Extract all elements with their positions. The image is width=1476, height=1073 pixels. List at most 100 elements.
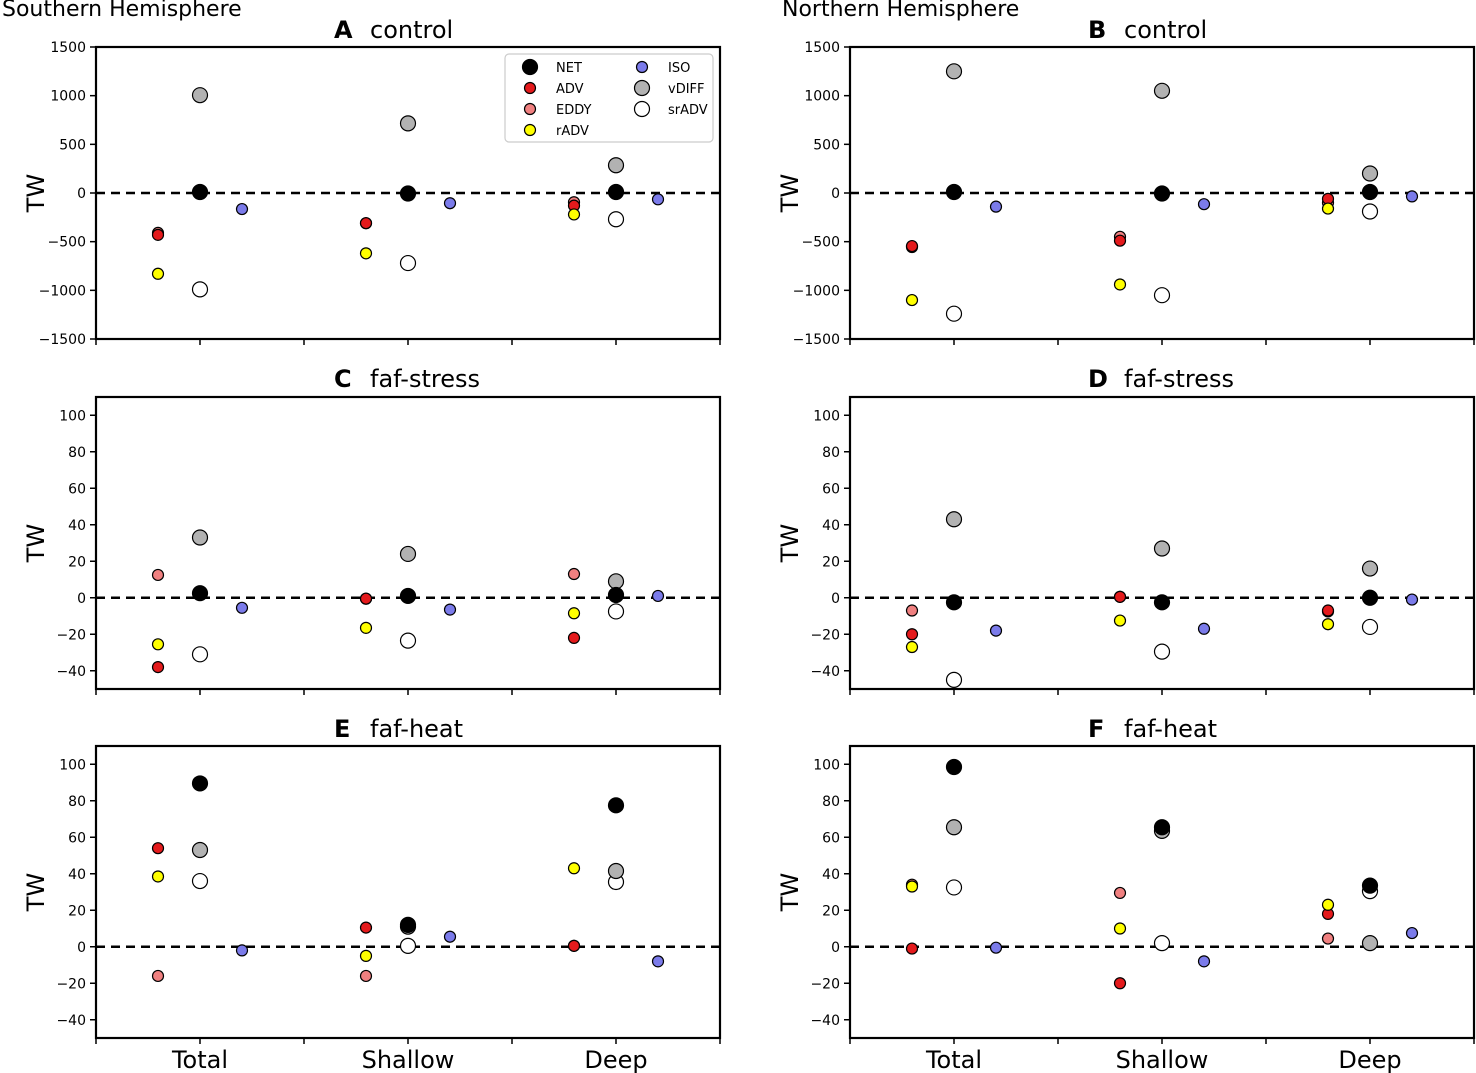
point-net — [607, 183, 625, 201]
y-axis-label: TW — [776, 873, 804, 912]
y-tick-label: −40 — [56, 664, 86, 680]
y-tick-label: 60 — [68, 481, 86, 497]
point-eddy — [359, 969, 373, 983]
point-net — [399, 587, 417, 605]
point-radv — [905, 293, 919, 307]
point-eddy — [151, 568, 165, 582]
point-adv — [567, 631, 581, 645]
point-vdiff — [1361, 560, 1379, 577]
y-tick-label: 1500 — [804, 40, 840, 56]
point-iso — [1405, 926, 1419, 940]
y-tick-label: −1000 — [39, 283, 86, 299]
y-tick-label: 40 — [822, 867, 840, 883]
x-category-label: Deep — [1338, 1046, 1401, 1073]
point-iso — [651, 193, 665, 206]
legend-label: ISO — [668, 61, 690, 76]
y-tick-label: −40 — [810, 664, 840, 680]
point-vdiff — [1361, 165, 1379, 182]
x-category-label: Shallow — [1116, 1046, 1209, 1073]
point-net — [1153, 819, 1171, 836]
legend-label: vDIFF — [668, 82, 705, 97]
point-net — [945, 183, 963, 201]
point-adv — [567, 939, 581, 952]
point-sradv — [1153, 643, 1171, 660]
point-vdiff — [607, 862, 625, 880]
point-adv — [905, 239, 919, 253]
point-eddy — [151, 969, 165, 983]
y-tick-label: 20 — [822, 903, 840, 919]
point-iso — [1405, 190, 1419, 203]
point-net — [191, 585, 209, 602]
northern-hemisphere-label: Northern Hemisphere — [782, 0, 1020, 22]
y-axis-label: TW — [776, 174, 804, 213]
y-tick-label: 100 — [813, 408, 840, 424]
point-adv — [1113, 234, 1127, 247]
point-adv — [151, 660, 165, 674]
legend-label: rADV — [556, 124, 589, 139]
panel-letter: E — [334, 715, 350, 743]
legend-marker-vdiff — [633, 79, 651, 97]
legend-label: srADV — [668, 103, 708, 118]
panel-C: −40 −20 0 20 40 60 80 100 TW C faf-stress — [22, 365, 722, 695]
point-vdiff — [191, 529, 209, 546]
point-adv — [905, 628, 919, 641]
y-tick-label: −1500 — [793, 332, 840, 348]
point-adv — [359, 921, 373, 934]
panel-title: faf-heat — [370, 715, 463, 743]
legend-label: NET — [556, 61, 582, 76]
point-iso — [235, 944, 249, 957]
y-tick-label: 60 — [822, 830, 840, 846]
y-tick-label: −1000 — [793, 283, 840, 299]
point-vdiff — [191, 841, 209, 859]
legend-label: ADV — [556, 82, 584, 97]
point-adv — [359, 217, 373, 230]
y-tick-label: 1500 — [50, 40, 86, 56]
point-net — [399, 916, 417, 933]
point-net — [1153, 594, 1171, 611]
y-tick-label: −500 — [48, 235, 86, 251]
point-net — [945, 594, 963, 611]
point-adv — [151, 842, 165, 855]
point-sradv — [945, 305, 963, 322]
point-vdiff — [607, 573, 625, 590]
y-tick-label: −500 — [802, 235, 840, 251]
y-tick-label: −20 — [810, 976, 840, 992]
point-iso — [651, 955, 665, 968]
point-sradv — [399, 632, 417, 649]
y-tick-label: −20 — [810, 627, 840, 643]
point-eddy — [1113, 886, 1127, 900]
y-tick-label: 20 — [68, 903, 86, 919]
point-iso — [989, 200, 1003, 213]
plot-frame — [94, 744, 722, 1040]
y-tick-label: 0 — [831, 186, 840, 202]
point-adv — [1113, 977, 1127, 990]
southern-hemisphere-label: Southern Hemisphere — [2, 0, 242, 22]
point-iso — [235, 601, 249, 614]
point-vdiff — [399, 115, 417, 132]
panel-letter: D — [1088, 365, 1108, 393]
point-radv — [567, 862, 581, 875]
y-tick-label: 1000 — [50, 89, 86, 105]
point-eddy — [1321, 932, 1335, 945]
panel-title: control — [370, 16, 453, 44]
point-vdiff — [945, 511, 963, 528]
y-tick-label: 0 — [77, 940, 86, 956]
panel-title: faf-stress — [370, 365, 480, 393]
y-tick-label: 40 — [68, 518, 86, 534]
panel-E: −40 −20 0 20 40 60 80 100 Total Shallow Deep TW E faf… — [22, 715, 722, 1073]
point-sradv — [945, 671, 963, 688]
y-tick-label: −20 — [56, 976, 86, 992]
point-sradv — [399, 937, 417, 954]
point-iso — [1405, 593, 1419, 606]
y-tick-label: 100 — [813, 757, 840, 773]
point-vdiff — [191, 87, 209, 104]
y-axis-label: TW — [776, 524, 804, 563]
point-radv — [905, 640, 919, 654]
y-tick-label: 0 — [831, 940, 840, 956]
point-sradv — [191, 646, 209, 663]
y-tick-label: 100 — [59, 757, 86, 773]
point-vdiff — [1153, 82, 1171, 99]
y-axis-label: TW — [22, 524, 50, 563]
y-tick-label: −40 — [56, 1013, 86, 1029]
point-radv — [151, 638, 165, 651]
